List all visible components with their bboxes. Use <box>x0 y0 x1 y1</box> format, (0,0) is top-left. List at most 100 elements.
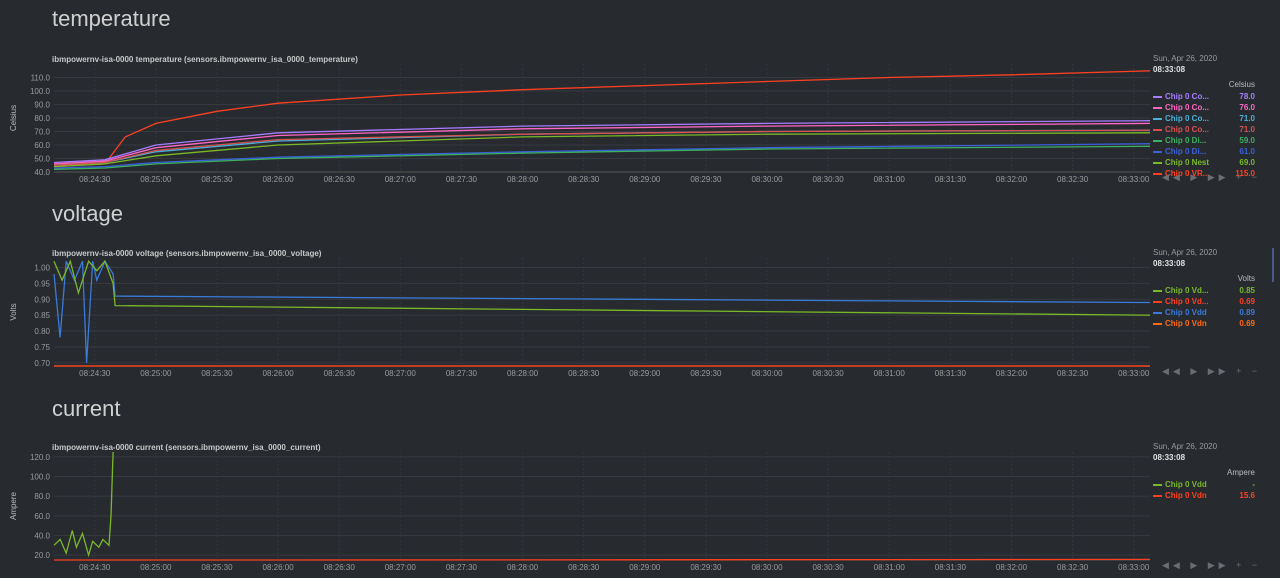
legend-item-name: Chip 0 Co... <box>1165 125 1209 134</box>
section-heading-current: current <box>52 396 121 421</box>
series-line <box>53 129 1151 166</box>
voltage-chart-controls[interactable]: ◀◀ ▶ ▶▶ + − <box>1162 366 1262 376</box>
legend-unit: Volts <box>1237 274 1255 283</box>
x-tick-label: 08:30:30 <box>813 563 845 572</box>
series-line <box>53 70 1151 168</box>
x-tick-label: 08:28:00 <box>507 563 539 572</box>
legend-item[interactable]: Chip 0 Nest 69.0 <box>1153 157 1255 168</box>
legend-item-name: Chip 0 Vdd <box>1165 308 1207 317</box>
x-tick-label: 08:24:30 <box>79 369 111 378</box>
legend-swatch <box>1153 311 1162 314</box>
x-tick-label: 08:28:30 <box>568 175 600 184</box>
legend-item[interactable]: Chip 0 Vd... 0.69 <box>1153 296 1255 307</box>
legend-swatch <box>1153 494 1162 497</box>
legend-item-value: 76.0 <box>1239 103 1255 112</box>
legend-unit: Celsius <box>1228 80 1255 89</box>
y-tick-label: 100.0 <box>30 87 51 96</box>
temperature-chart[interactable]: 40.0 50.0 60.0 70.0 80.0 90.0 100.0 110.0 08:24:… <box>0 60 1160 190</box>
x-tick-label: 08:25:30 <box>201 369 233 378</box>
legend-item-value: 78.0 <box>1239 92 1255 101</box>
y-tick-label: 110.0 <box>31 74 51 83</box>
x-tick-label: 08:26:00 <box>263 369 295 378</box>
legend-swatch <box>1153 322 1162 325</box>
legend-swatch <box>1153 300 1162 303</box>
current-chart[interactable]: 20.0 40.0 60.0 80.0 100.0 120.0 08:24:30 08:25:… <box>0 448 1160 578</box>
x-tick-label: 08:32:30 <box>1057 563 1089 572</box>
x-tick-label: 08:32:00 <box>996 175 1028 184</box>
legend-item[interactable]: Chip 0 Vdn 0.69 <box>1153 318 1255 329</box>
legend-item-name: Chip 0 VR... <box>1165 169 1210 178</box>
legend-time: 08:33:08 <box>1153 453 1186 462</box>
legend-item-name: Chip 0 Di... <box>1165 147 1207 156</box>
x-tick-label: 08:24:30 <box>79 175 111 184</box>
x-tick-label: 08:32:30 <box>1057 175 1089 184</box>
legend-item[interactable]: Chip 0 Di... 59.0 <box>1153 135 1255 146</box>
legend-item-value: 15.6 <box>1239 491 1255 500</box>
legend-item-value: 0.69 <box>1239 297 1255 306</box>
y-tick-label: 40.0 <box>34 168 50 177</box>
x-tick-label: 08:31:00 <box>874 175 906 184</box>
series-line <box>53 145 1151 170</box>
legend-item[interactable]: Chip 0 Co... 76.0 <box>1153 102 1255 113</box>
legend-item-name: Chip 0 Vd... <box>1165 297 1209 306</box>
legend-item[interactable]: Chip 0 VR... 115.0 <box>1153 168 1255 179</box>
voltage-legend: Sun, Apr 26, 2020 08:33:08 Volts Chip 0 … <box>1153 248 1255 329</box>
y-tick-label: 100.0 <box>30 473 51 482</box>
scrollbar[interactable] <box>1272 248 1274 282</box>
x-tick-label: 08:33:00 <box>1118 563 1150 572</box>
series-line <box>53 143 1151 169</box>
x-tick-label: 08:26:30 <box>324 563 356 572</box>
legend-item[interactable]: Chip 0 Co... 71.0 <box>1153 124 1255 135</box>
x-tick-label: 08:30:00 <box>751 175 783 184</box>
x-tick-label: 08:31:30 <box>935 369 967 378</box>
current-chart-controls[interactable]: ◀◀ ▶ ▶▶ + − <box>1162 560 1262 570</box>
voltage-chart[interactable]: 0.70 0.75 0.80 0.85 0.90 0.95 1.00 08:24:30 08:2… <box>0 254 1160 384</box>
y-tick-label: 80.0 <box>34 492 50 501</box>
x-tick-label: 08:27:30 <box>446 563 478 572</box>
legend-item-name: Chip 0 Co... <box>1165 114 1209 123</box>
x-tick-label: 08:27:30 <box>446 369 478 378</box>
legend-date: Sun, Apr 26, 2020 <box>1153 248 1218 257</box>
legend-item-value: 0.89 <box>1239 308 1255 317</box>
x-tick-label: 08:27:00 <box>385 563 417 572</box>
x-tick-label: 08:28:00 <box>507 369 539 378</box>
legend-item-name: Chip 0 Vdd <box>1165 480 1207 489</box>
x-tick-label: 08:31:30 <box>935 563 967 572</box>
legend-item[interactable]: Chip 0 Vd... 0.85 <box>1153 285 1255 296</box>
legend-item[interactable]: Chip 0 Vdn 15.6 <box>1153 490 1255 501</box>
legend-time: 08:33:08 <box>1153 65 1186 74</box>
x-tick-label: 08:26:30 <box>324 175 356 184</box>
legend-item[interactable]: Chip 0 Co... 78.0 <box>1153 91 1255 102</box>
legend-item[interactable]: Chip 0 Co... 71.0 <box>1153 113 1255 124</box>
series-line <box>53 132 1151 168</box>
x-tick-label: 08:27:00 <box>385 369 417 378</box>
legend-swatch <box>1153 139 1162 142</box>
y-tick-label: 0.70 <box>34 359 50 368</box>
chart-title-current: ibmpowernv-isa-0000 current (sensors.ibm… <box>52 443 321 452</box>
legend-item-value: 71.0 <box>1239 125 1255 134</box>
legend-item-value: 0.69 <box>1239 319 1255 328</box>
legend-swatch <box>1153 128 1162 131</box>
legend-item[interactable]: Chip 0 Vdd - <box>1153 479 1255 490</box>
legend-swatch <box>1153 172 1162 175</box>
temperature-chart-controls[interactable]: ◀◀ ▶ ▶▶ + − <box>1162 172 1262 182</box>
series-line <box>53 122 1151 165</box>
legend-swatch <box>1153 483 1162 486</box>
y-tick-label: 80.0 <box>34 114 50 123</box>
x-tick-label: 08:25:30 <box>201 175 233 184</box>
legend-item[interactable]: Chip 0 Vdd 0.89 <box>1153 307 1255 318</box>
legend-time: 08:33:08 <box>1153 259 1186 268</box>
series-line <box>53 451 114 558</box>
x-tick-label: 08:31:30 <box>935 175 967 184</box>
legend-swatch <box>1153 117 1162 120</box>
x-tick-label: 08:29:30 <box>690 563 722 572</box>
y-tick-label: 70.0 <box>34 128 50 137</box>
legend-item-name: Chip 0 Vdn <box>1165 319 1207 328</box>
legend-swatch <box>1153 95 1162 98</box>
y-tick-label: 120.0 <box>30 453 51 462</box>
x-tick-label: 08:32:00 <box>996 369 1028 378</box>
section-heading-voltage: voltage <box>52 201 123 226</box>
x-tick-label: 08:33:00 <box>1118 369 1150 378</box>
legend-item[interactable]: Chip 0 Di... 61.0 <box>1153 146 1255 157</box>
x-tick-label: 08:25:30 <box>201 563 233 572</box>
